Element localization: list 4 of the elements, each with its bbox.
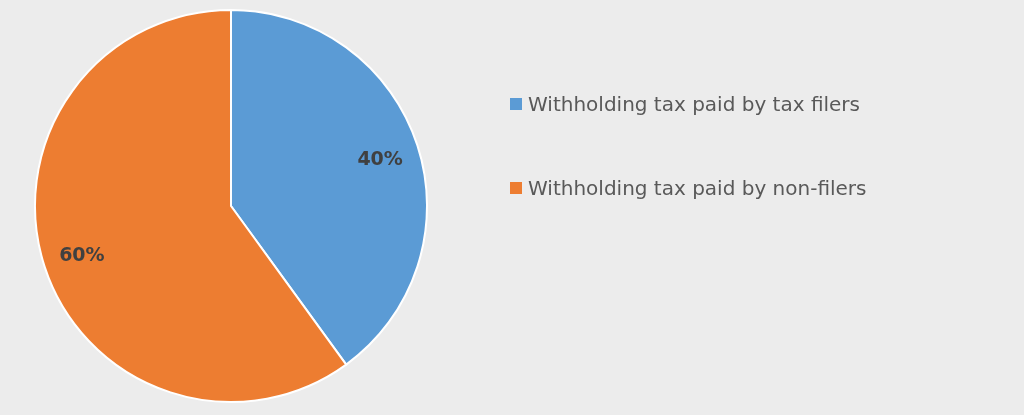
legend-label: Withholding tax paid by non-filers xyxy=(528,176,867,200)
data-label: 60% xyxy=(59,243,105,266)
legend-label: Withholding tax paid by tax filers xyxy=(528,92,860,116)
data-label: 40% xyxy=(357,146,403,169)
